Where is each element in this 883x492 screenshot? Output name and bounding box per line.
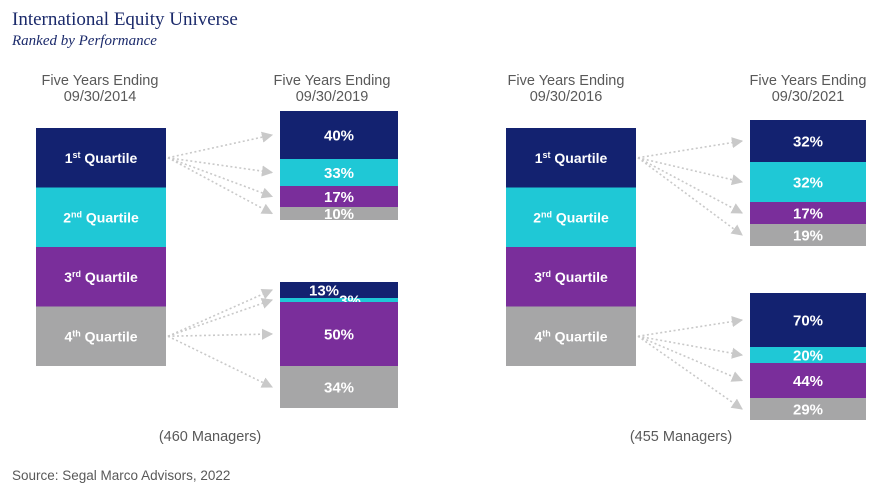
flow-1-arrow-3: [167, 157, 274, 199]
flow-2-segment-2-label: 20%: [793, 348, 823, 365]
start-quartile-2-label: 2nd Quartile: [63, 209, 139, 225]
flow-2-segment-3: [280, 302, 398, 366]
flow-1-segment-2-label: 33%: [324, 165, 354, 182]
flow-1-arrow-2: [167, 156, 274, 177]
panel1-start-period-heading: Five Years Ending 09/30/2014: [0, 73, 200, 105]
start-quartile-2-label: 2nd Quartile: [533, 209, 609, 225]
flow-1-segment-1-label: 32%: [793, 134, 823, 151]
page-subtitle: Ranked by Performance: [12, 33, 157, 49]
flow-1-arrow-4: [167, 157, 273, 215]
flow-1-segment-3-label: 17%: [793, 206, 823, 223]
start-quartile-2-box: [36, 187, 166, 247]
start-quartile-3-label: 3rd Quartile: [64, 269, 138, 285]
panel1-start-period-line1: Five Years Ending: [41, 73, 159, 89]
flow-2-arrow-4: [637, 335, 743, 410]
flow-1-segment-3: [750, 202, 866, 224]
start-quartile-1-box: [506, 128, 636, 188]
flow-1-arrow-4: [637, 157, 743, 236]
flow-1-segment-4: [750, 224, 866, 246]
flow-2-arrow-1: [637, 316, 744, 338]
panel2-start-period-heading: Five Years Ending 09/30/2016: [466, 73, 666, 105]
flow-2-segment-1-label: 13%: [309, 283, 339, 300]
flow-1-arrow-3: [637, 157, 743, 214]
flow-2-arrow-4: [167, 335, 274, 388]
panel2-end-period-line2: 09/30/2021: [771, 89, 845, 105]
flow-2-segment-3-label: 50%: [324, 327, 354, 344]
flow-2-arrow-2: [637, 335, 744, 359]
source-note: Source: Segal Marco Advisors, 2022: [12, 468, 231, 483]
start-quartile-4-box: [36, 306, 166, 366]
panel2-end-period-line1: Five Years Ending: [749, 73, 867, 89]
panel1-end-period-line2: 09/30/2019: [295, 89, 369, 105]
panel2-start-period-line2: 09/30/2016: [529, 89, 603, 105]
start-quartile-1-box: [36, 128, 166, 188]
panel-2: 1st Quartile 2nd Quartile 3rd Quartile 4th …: [506, 120, 866, 420]
start-quartile-1-label: 1st Quartile: [535, 150, 608, 166]
panel2-end-period-heading: Five Years Ending 09/30/2021: [708, 73, 883, 105]
start-quartile-4-box: [506, 306, 636, 366]
flow-1-arrow-1: [167, 131, 274, 159]
flow-1-segment-2: [750, 162, 866, 202]
start-quartile-3-label: 3rd Quartile: [534, 269, 608, 285]
flow-2-segment-4-label: 29%: [793, 402, 823, 419]
flow-2-segment-1: [750, 293, 866, 347]
flow-2-arrow-3: [637, 335, 744, 382]
panel-1: 1st Quartile 2nd Quartile 3rd Quartile 4th …: [36, 111, 398, 408]
flow-1-segment-3: [280, 186, 398, 207]
start-quartile-4-label: 4th Quartile: [534, 328, 607, 344]
flow-2-segment-3-label: 44%: [793, 373, 823, 390]
flow-1-arrow-1: [637, 137, 744, 159]
flow-1-segment-4-label: 10%: [324, 206, 354, 223]
flow-1-segment-1: [280, 111, 398, 159]
panel2-start-period-line1: Five Years Ending: [507, 73, 625, 89]
flow-1-segment-3-label: 17%: [324, 189, 354, 206]
flow-2-segment-1-label: 70%: [793, 313, 823, 330]
flow-2-segment-2: [750, 347, 866, 363]
flow-2-arrow-3: [167, 328, 274, 340]
panel1-end-period-line1: Five Years Ending: [273, 73, 391, 89]
panel1-start-period-line2: 09/30/2014: [63, 89, 137, 105]
flow-2-segment-3: [750, 363, 866, 398]
flow-2-segment-2: [280, 298, 398, 302]
flow-2-arrow-1: [167, 288, 274, 337]
flow-2-segment-4-label: 34%: [324, 380, 354, 397]
flow-1-segment-1-label: 40%: [324, 128, 354, 145]
flow-2-segment-1: [280, 282, 398, 298]
flow-1-segment-1: [750, 120, 866, 162]
start-quartile-3-box: [36, 247, 166, 307]
panel2-managers-note: (455 Managers): [629, 429, 733, 445]
flow-1-segment-4: [280, 207, 398, 220]
start-quartile-1-label: 1st Quartile: [65, 150, 138, 166]
flow-2-segment-4: [280, 366, 398, 408]
start-quartile-2-box: [506, 187, 636, 247]
flow-1-segment-2-label: 32%: [793, 175, 823, 192]
flow-1-segment-2: [280, 159, 398, 186]
panel1-managers-note: (460 Managers): [158, 429, 262, 445]
page-title: International Equity Universe: [12, 9, 238, 30]
flow-2-arrow-2: [167, 298, 274, 338]
start-quartile-3-box: [506, 247, 636, 307]
start-quartile-4-label: 4th Quartile: [64, 328, 137, 344]
flow-1-segment-4-label: 19%: [793, 228, 823, 245]
flow-2-segment-4: [750, 398, 866, 420]
panel1-end-period-heading: Five Years Ending 09/30/2019: [232, 73, 432, 105]
